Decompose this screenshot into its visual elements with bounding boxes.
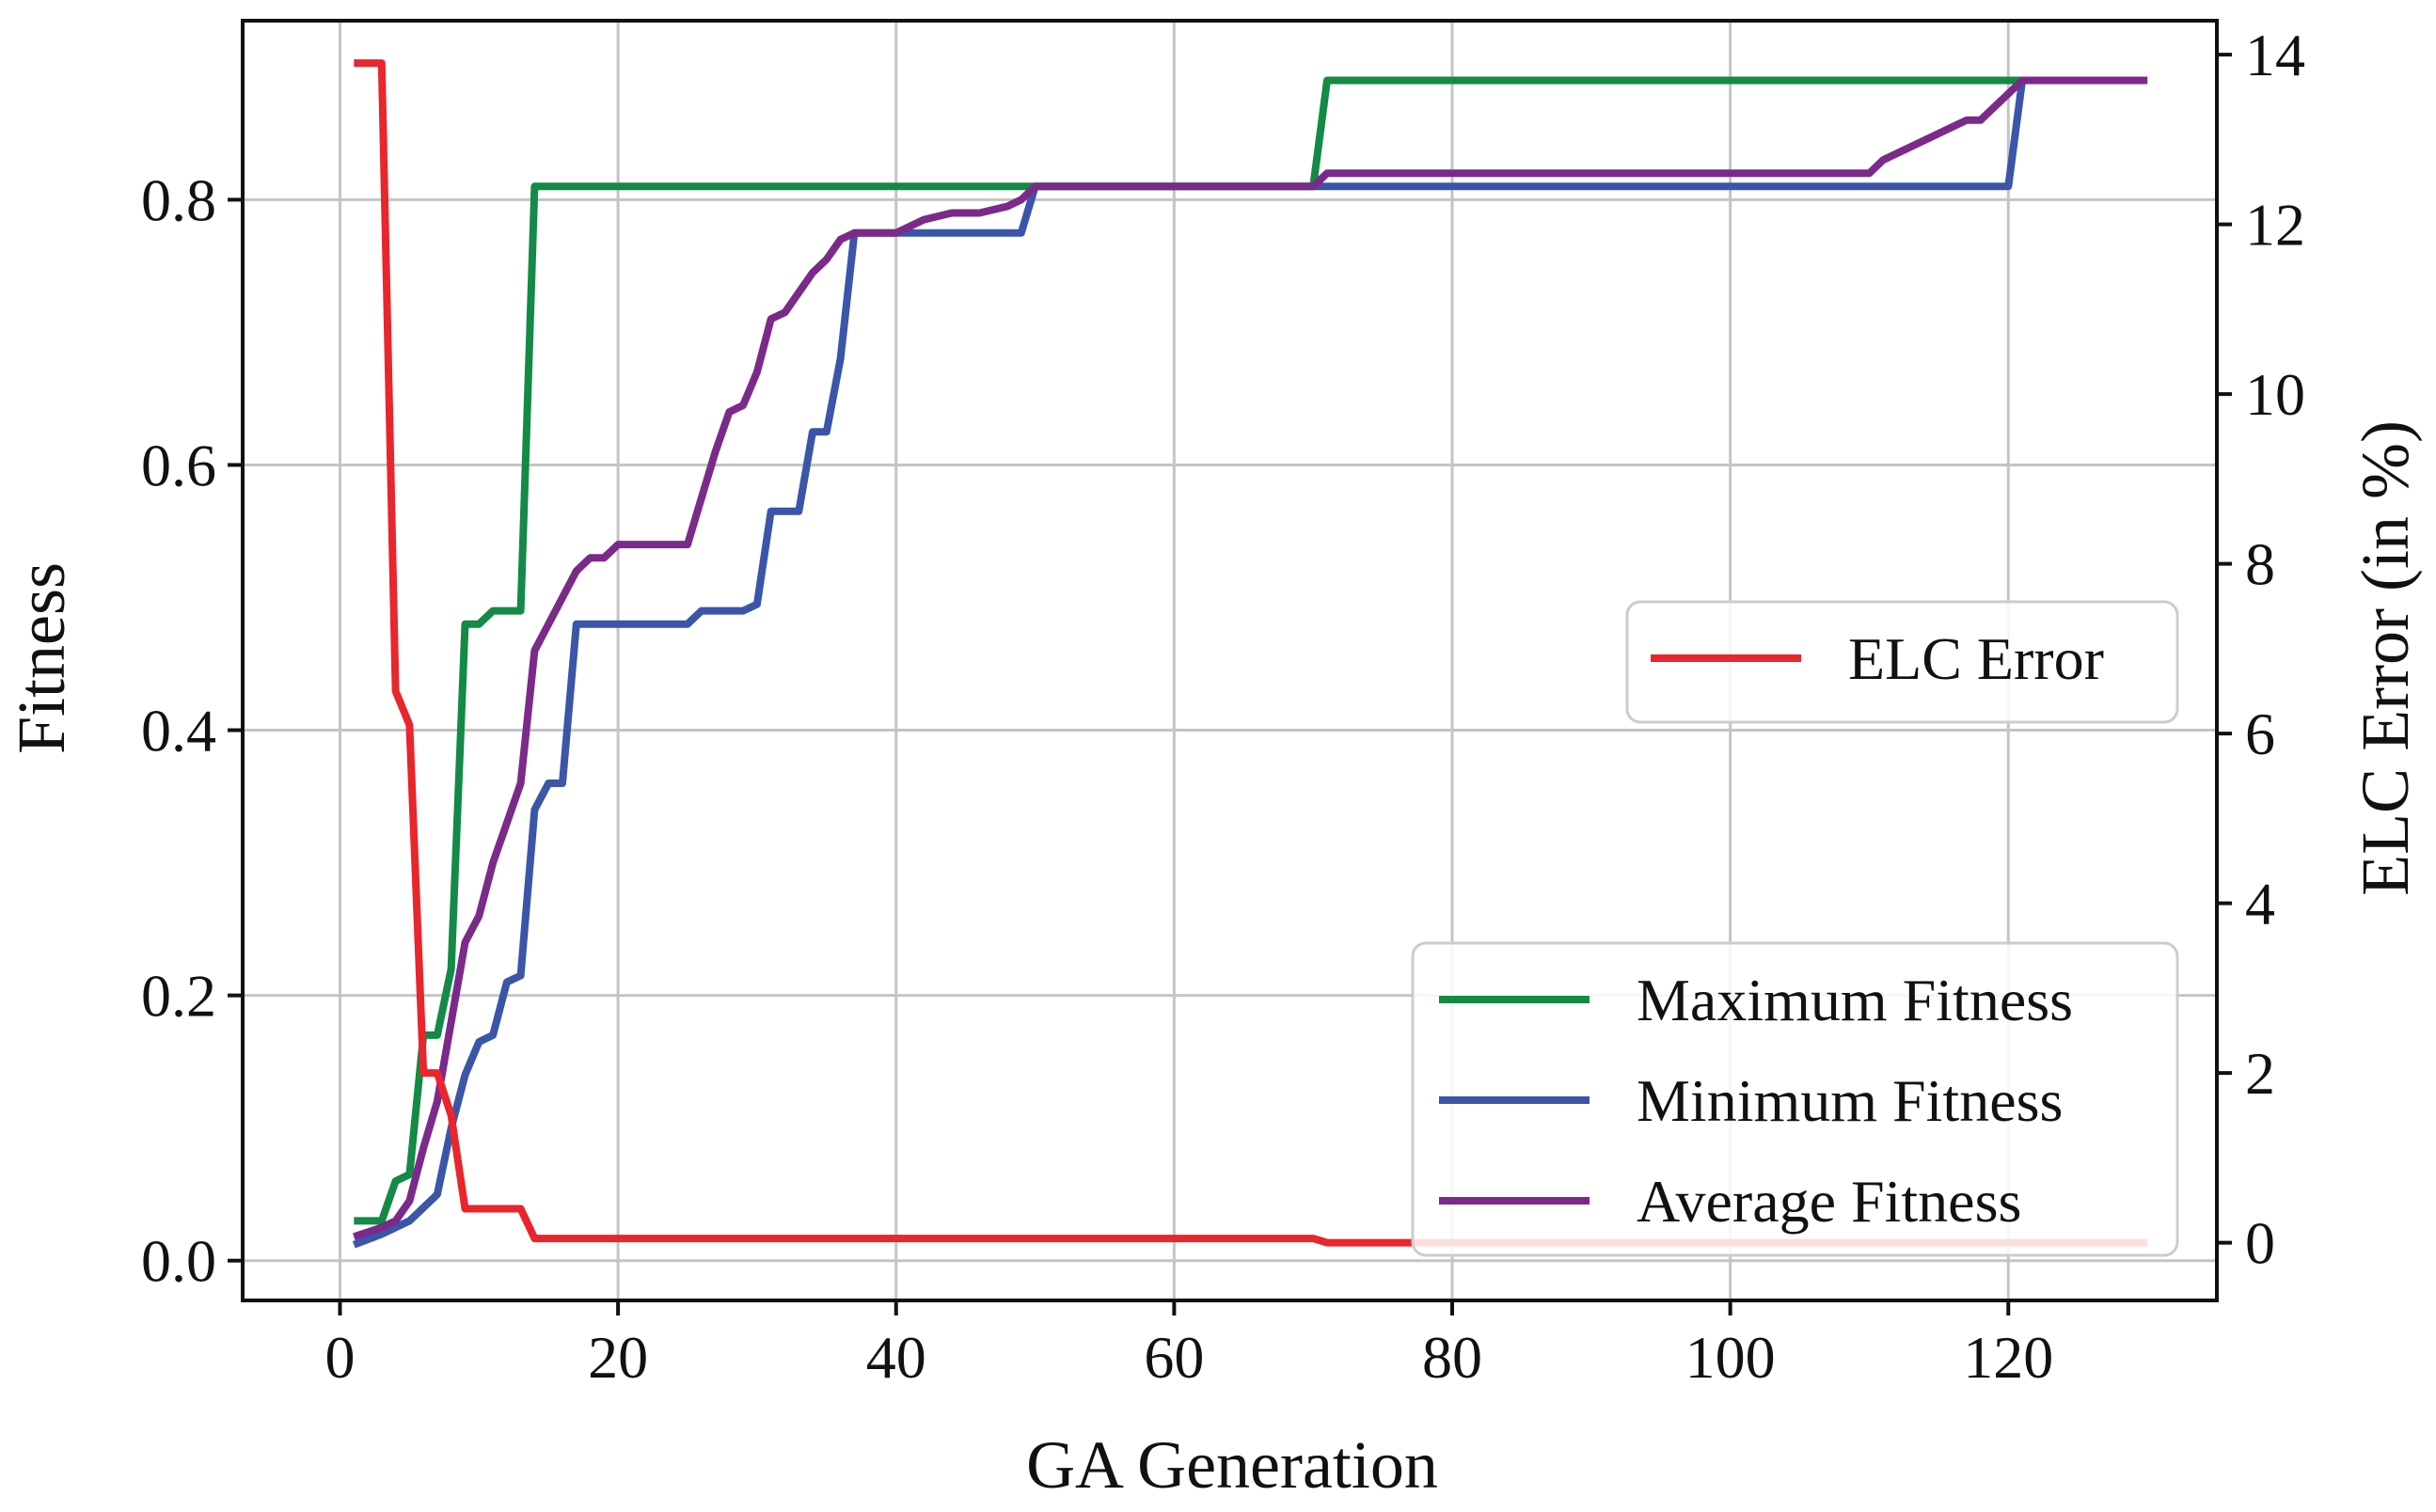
- y-right-tick-label-1: 2: [2245, 1040, 2275, 1107]
- y-left-tick-label-1: 0.2: [141, 963, 216, 1030]
- y-axis-left-label: Fitness: [4, 562, 79, 754]
- x-tick-label-4: 80: [1422, 1324, 1482, 1391]
- x-axis-ticks: 0 20 40 60 80 100 120: [324, 1300, 2053, 1391]
- x-tick-label-0: 0: [324, 1324, 355, 1391]
- y-right-tick-label-4: 8: [2245, 531, 2275, 598]
- legend-elc-box: [1625, 600, 2179, 724]
- x-tick-label-3: 60: [1144, 1324, 1204, 1391]
- y-axis-right-ticks: 0 2 4 6 8 10 12 14: [2217, 22, 2305, 1277]
- plot-frame: [241, 19, 2219, 1302]
- y-axis-right-label: ELC Error (in %): [2348, 420, 2423, 896]
- y-right-tick-label-2: 4: [2245, 871, 2275, 937]
- legend-max-label: Maximum Fitness: [1637, 967, 2073, 1033]
- legend-fitness: Maximum Fitness Minimum Fitness Average …: [1411, 941, 2179, 1257]
- y-left-tick-label-0: 0.0: [141, 1228, 216, 1295]
- legend-elc-label: ELC Error: [1848, 625, 2104, 692]
- y-right-tick-label-0: 0: [2245, 1210, 2275, 1277]
- legend-elc-error: ELC Error: [1625, 600, 2179, 724]
- x-tick-label-6: 120: [1963, 1324, 2053, 1391]
- series-group: [352, 59, 2148, 1249]
- y-right-tick-label-3: 6: [2245, 701, 2275, 767]
- legend-fitness-box: [1411, 941, 2179, 1257]
- x-tick-label-5: 100: [1685, 1324, 1776, 1391]
- x-tick-label-1: 20: [588, 1324, 648, 1391]
- y-left-tick-label-3: 0.6: [141, 432, 216, 498]
- series-line-maximum-fitness: [354, 76, 2148, 1225]
- legend-avg-label: Average Fitness: [1637, 1168, 2021, 1235]
- series-line-elc-error: [354, 59, 2148, 1247]
- x-axis-label: GA Generation: [1026, 1427, 1438, 1503]
- x-tick-label-2: 40: [866, 1324, 926, 1391]
- y-right-tick-label-7: 14: [2245, 22, 2305, 88]
- series-line-average-fitness: [353, 76, 2148, 1241]
- legend-min-label: Minimum Fitness: [1637, 1067, 2063, 1134]
- y-axis-left-ticks: 0.0 0.2 0.4 0.6 0.8: [141, 166, 243, 1295]
- y-left-tick-label-2: 0.4: [141, 698, 216, 764]
- y-right-tick-label-6: 12: [2245, 192, 2305, 259]
- y-right-tick-label-5: 10: [2245, 361, 2305, 428]
- y-left-tick-label-4: 0.8: [141, 166, 216, 233]
